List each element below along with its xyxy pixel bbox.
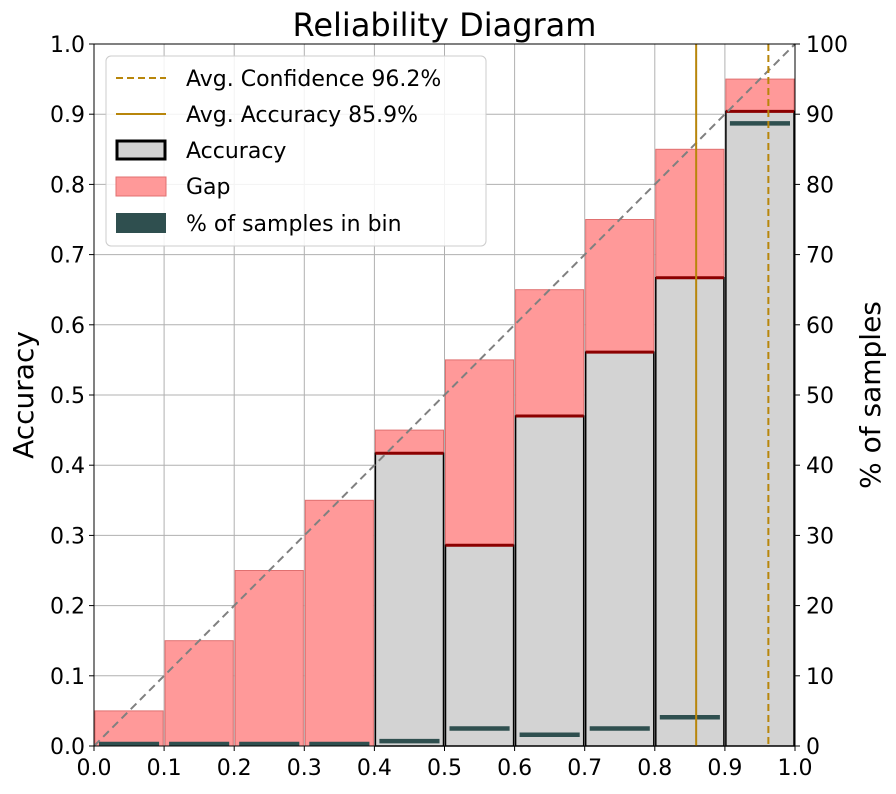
gap-bar bbox=[374, 429, 444, 454]
chart-title: Reliability Diagram bbox=[293, 6, 597, 44]
legend-accuracy-label: Accuracy bbox=[186, 139, 286, 164]
y2-tick-label: 80 bbox=[806, 173, 834, 198]
x-tick-label: 0.7 bbox=[567, 756, 602, 781]
gap-bar bbox=[164, 640, 234, 747]
y-tick-label: 0.6 bbox=[50, 314, 85, 339]
legend-accuracy-line-label: Avg. Accuracy 85.9% bbox=[186, 103, 418, 128]
y2-tick-label: 90 bbox=[806, 103, 834, 128]
y-tick-label: 0.3 bbox=[50, 524, 85, 549]
y2-tick-label: 40 bbox=[806, 454, 834, 479]
y2-tick-label: 0 bbox=[806, 735, 820, 760]
legend-samples-swatch bbox=[116, 213, 166, 233]
gap-bar bbox=[234, 570, 304, 747]
accuracy-bar bbox=[514, 415, 585, 747]
y-tick-label: 0.2 bbox=[50, 595, 85, 620]
y-tick-label: 0.5 bbox=[50, 384, 85, 409]
y2-tick-label: 30 bbox=[806, 524, 834, 549]
legend-gap-swatch bbox=[115, 176, 167, 197]
y-tick-label: 0.9 bbox=[50, 103, 85, 128]
gap-bar bbox=[585, 219, 655, 353]
legend-box bbox=[105, 55, 487, 247]
accuracy-bar bbox=[374, 452, 445, 747]
legend-gap-label: Gap bbox=[186, 175, 231, 200]
accuracy-bar bbox=[655, 277, 725, 747]
gap-bar bbox=[655, 148, 725, 279]
accuracy-bar bbox=[725, 110, 795, 747]
x-tick-label: 0.2 bbox=[217, 756, 252, 781]
y2-tick-label: 10 bbox=[806, 665, 834, 690]
y2-tick-label: 70 bbox=[806, 244, 834, 269]
perfect-calibration-line bbox=[93, 43, 796, 747]
x-tick-label: 0.1 bbox=[147, 756, 182, 781]
x-tick-label: 0.5 bbox=[427, 756, 462, 781]
bars bbox=[94, 78, 795, 747]
legend-samples-label: % of samples in bin bbox=[186, 212, 402, 237]
gap-bar bbox=[94, 710, 164, 747]
y-tick-label: 0.7 bbox=[50, 244, 85, 269]
x-tick-label: 0.4 bbox=[357, 756, 392, 781]
y-tick-label: 1.0 bbox=[50, 33, 85, 58]
legend: Avg. Confidence 96.2% Avg. Accuracy 85.9… bbox=[105, 55, 487, 247]
x-tick-label: 0.3 bbox=[287, 756, 322, 781]
y2-tick-label: 50 bbox=[806, 384, 834, 409]
accuracy-bar bbox=[444, 544, 515, 747]
y-tick-label: 0.4 bbox=[50, 454, 85, 479]
y2-tick-label: 100 bbox=[806, 33, 848, 58]
y-tick-label: 0.0 bbox=[50, 735, 85, 760]
accuracy-bar bbox=[584, 351, 655, 747]
y-tick-label: 0.8 bbox=[50, 173, 85, 198]
gap-bar bbox=[515, 289, 585, 417]
x-tick-label: 0.0 bbox=[77, 756, 112, 781]
axis-ticks: 0.0 0.1 0.2 0.3 0.4 0.5 0.6 0.7 0.8 0.9 1.0 0.0 0.1 0… bbox=[50, 33, 848, 781]
y2-tick-label: 60 bbox=[806, 314, 834, 339]
gap-bar bbox=[304, 499, 374, 747]
y2-axis-label: % of samples bbox=[854, 301, 887, 489]
reference-lines bbox=[93, 43, 796, 747]
legend-confidence-label: Avg. Confidence 96.2% bbox=[186, 67, 441, 92]
y2-tick-label: 20 bbox=[806, 595, 834, 620]
gap-bar bbox=[725, 78, 795, 112]
y-axis-label: Accuracy bbox=[7, 331, 40, 459]
x-tick-label: 0.9 bbox=[707, 756, 742, 781]
gap-bar bbox=[445, 359, 515, 546]
x-tick-label: 1.0 bbox=[778, 756, 813, 781]
legend-accuracy-swatch bbox=[115, 139, 167, 161]
y-tick-label: 0.1 bbox=[50, 665, 85, 690]
x-tick-label: 0.8 bbox=[637, 756, 672, 781]
x-tick-label: 0.6 bbox=[497, 756, 532, 781]
